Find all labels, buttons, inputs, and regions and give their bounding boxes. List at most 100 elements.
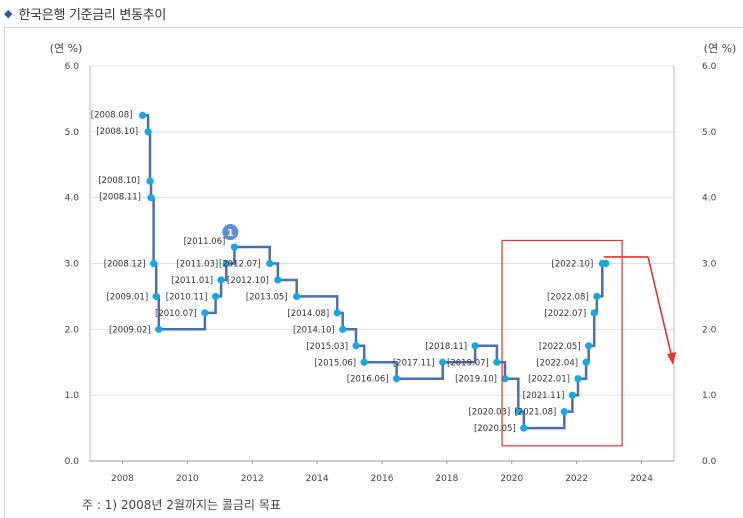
- page-title: 한국은행 기준금리 변동추이: [18, 7, 167, 23]
- data-point: [266, 259, 274, 268]
- data-point: [568, 391, 577, 399]
- x-tick-label: 2024: [630, 474, 653, 484]
- data-point: [274, 276, 282, 284]
- data-label: [2016.06]: [347, 375, 389, 385]
- data-label: [2008.08]: [91, 110, 133, 120]
- data-label: [2015.06]: [314, 358, 356, 368]
- data-label: [2009.02]: [109, 325, 151, 335]
- data-label: [2022.05]: [539, 342, 581, 352]
- y-tick-label-left: 6.0: [65, 62, 80, 72]
- data-point: [560, 408, 568, 416]
- data-label: [2014.10]: [293, 325, 335, 335]
- data-label: [2020.05]: [474, 424, 516, 434]
- footnote: 주 : 1) 2008년 2월까지는 콜금리 목표: [82, 498, 281, 512]
- annotations: 1: [222, 224, 676, 447]
- data-label: [2015.03]: [306, 342, 348, 352]
- data-point: [155, 325, 163, 333]
- y-tick-label-left: 0.0: [65, 457, 80, 467]
- data-point: [471, 342, 479, 350]
- y-tick-label-right: 5.0: [702, 128, 717, 138]
- data-label: [2022.04]: [536, 358, 578, 368]
- data-point: [582, 358, 590, 366]
- data-label: [2020.03]: [468, 408, 510, 418]
- data-label: [2011.01]: [171, 276, 213, 286]
- x-tick-label: 2010: [176, 474, 199, 484]
- data-label: [2012.07]: [219, 260, 261, 270]
- data-label: [2014.08]: [287, 309, 329, 319]
- data-point: [493, 358, 501, 366]
- data-point-end: [602, 259, 610, 268]
- data-point: [211, 292, 220, 301]
- data-label: [2022.01]: [528, 375, 570, 385]
- data-point: [514, 408, 522, 416]
- y-tick-label-right: 0.0: [702, 457, 717, 467]
- y-tick-label-left: 1.0: [65, 391, 80, 401]
- data-point: [352, 342, 360, 350]
- data-label: [2011.06]: [184, 237, 226, 247]
- data-label: [2008.10]: [98, 176, 140, 186]
- data-label: [2009.01]: [106, 292, 148, 302]
- data-label: [2019.07]: [447, 358, 489, 368]
- data-label: [2022.07]: [544, 309, 586, 319]
- data-label: [2021.08]: [515, 408, 557, 418]
- y-tick-label-right: 4.0: [702, 194, 717, 204]
- data-point: [144, 128, 152, 136]
- data-point: [333, 309, 341, 317]
- data-point: [149, 259, 158, 268]
- header: ◆ 한국은행 기준금리 변동추이: [4, 4, 167, 23]
- y-tick-label-right: 1.0: [702, 391, 717, 401]
- data-point: [293, 292, 301, 301]
- data-points: [138, 111, 610, 432]
- y-unit-right: (연 %): [704, 42, 737, 55]
- x-tick-label: 2020: [500, 474, 523, 484]
- y-tick-label-left: 2.0: [65, 325, 80, 335]
- x-tick-label: 2012: [241, 474, 264, 484]
- data-point: [439, 358, 447, 366]
- data-point: [590, 309, 598, 317]
- data-point: [217, 276, 225, 284]
- data-point: [593, 292, 601, 301]
- data-point: [501, 375, 509, 383]
- data-labels: [2008.08] [2008.10] [2008.10] [2008.11] [200…: [91, 110, 594, 434]
- data-label: [2013.05]: [246, 292, 288, 302]
- data-point: [520, 424, 528, 432]
- data-label: [2017.11]: [393, 358, 435, 368]
- data-point: [222, 259, 230, 268]
- x-tick-label: 2022: [565, 474, 588, 484]
- axes: 0.0 0.0 1.0 1.0 2.0 2.0 3.0 3.0 4.0 4.0 5.0 5.0 6.0 6…: [50, 42, 737, 484]
- data-point: [230, 243, 238, 251]
- data-label: [2008.10]: [96, 127, 138, 137]
- footnote-marker-number: 1: [227, 228, 234, 239]
- y-unit-left: (연 %): [50, 42, 83, 55]
- y-tick-label-right: 6.0: [702, 62, 717, 72]
- data-label: [2018.11]: [425, 342, 467, 352]
- x-tick-label: 2008: [111, 474, 134, 484]
- chart-frame: [4, 27, 743, 518]
- data-label: [2012.10]: [227, 276, 269, 286]
- data-label: [2021.11]: [523, 391, 565, 401]
- data-label: [2008.11]: [99, 193, 141, 203]
- data-label: [2010.07]: [155, 309, 197, 319]
- x-tick-label: 2018: [435, 474, 458, 484]
- trend-arrow-shaft: [647, 256, 673, 359]
- data-point: [138, 111, 147, 119]
- data-label: [2008.12]: [104, 260, 146, 270]
- trend-arrow-head: [667, 352, 676, 365]
- data-point: [585, 342, 593, 350]
- y-tick-label-right: 2.0: [702, 325, 717, 335]
- data-point: [393, 375, 401, 383]
- data-point: [574, 375, 582, 383]
- x-tick-label: 2016: [371, 474, 394, 484]
- data-point: [147, 194, 155, 202]
- data-label: [2022.10]: [552, 260, 594, 270]
- data-label: [2022.08]: [547, 292, 589, 302]
- x-tick-label: 2014: [306, 474, 329, 484]
- diamond-bullet-icon: ◆: [4, 6, 13, 20]
- data-point: [146, 177, 154, 185]
- data-label: [2019.10]: [455, 375, 497, 385]
- y-tick-label-left: 4.0: [65, 194, 80, 204]
- y-tick-label-left: 3.0: [65, 260, 80, 270]
- data-point: [339, 325, 347, 333]
